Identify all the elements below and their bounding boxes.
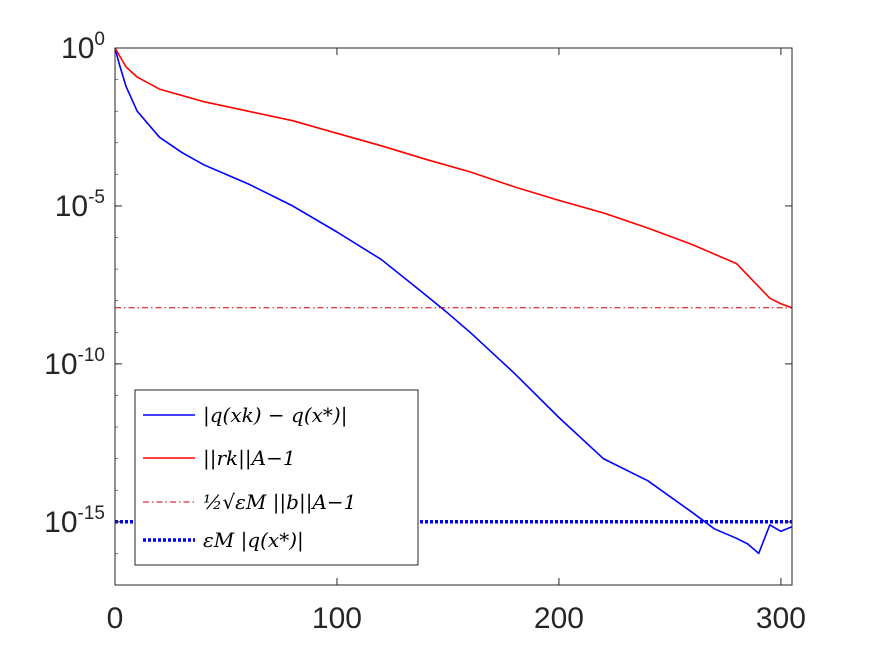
y-tick-label: 10-10 (44, 345, 105, 381)
legend-label-1: |q(xk) − q(x*)| (203, 403, 347, 428)
axes-box (114, 47, 793, 586)
x-tick-label: 100 (312, 602, 362, 635)
x-tick-label: 0 (107, 602, 124, 635)
x-tick-label: 200 (534, 602, 584, 635)
series-line-2 (114, 47, 793, 309)
series-line-1 (114, 47, 793, 555)
legend: |q(xk) − q(x*)| ||rk||A−1 ½√εM ||b||A−1 εM … (134, 389, 419, 566)
y-tick-label: 100 (61, 29, 105, 65)
x-tick-label: 300 (756, 602, 806, 635)
y-tick-label: 10-15 (44, 503, 105, 539)
legend-box (134, 389, 419, 566)
legend-label-3: ½√εM ||b||A−1 (203, 490, 356, 515)
legend-label-2: ||rk||A−1 (203, 446, 296, 471)
y-tick-label: 10-5 (55, 187, 105, 223)
axes-layer: 0 100 200 300 100 10-5 10-10 10-15 (44, 29, 806, 635)
legend-label-4: εM |q(x*)| (203, 528, 304, 553)
